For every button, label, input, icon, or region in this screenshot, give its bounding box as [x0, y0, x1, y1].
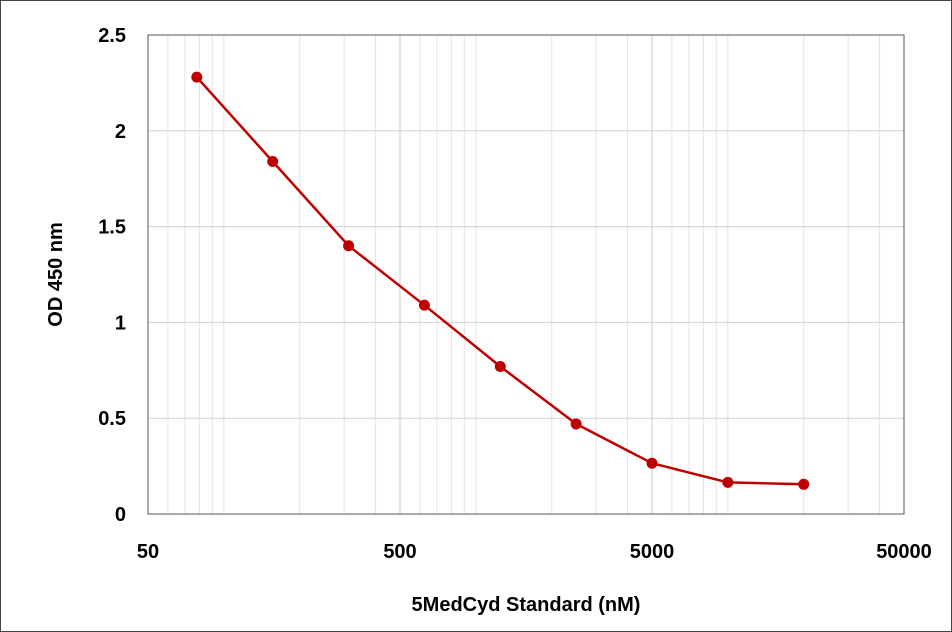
x-tick-label: 50000	[876, 541, 932, 563]
series-group	[191, 71, 810, 490]
major-gridlines	[148, 35, 904, 514]
minor-gridlines	[167, 35, 881, 514]
y-tick-label: 1	[115, 312, 126, 334]
y-axis-title: OD 450 nm	[45, 222, 67, 326]
series-line	[195, 76, 804, 486]
y-axis-ticks: 0 0.5 1 1.5 2 2.5	[98, 25, 126, 526]
y-tick-label: 2.5	[98, 25, 126, 47]
data-point	[722, 476, 734, 488]
y-tick-label: 2	[115, 121, 126, 143]
y-tick-label: 1.5	[98, 217, 126, 239]
data-point	[343, 240, 355, 252]
data-point	[798, 478, 810, 490]
x-axis-ticks: 50 500 5000 50000	[137, 541, 932, 563]
x-axis-title: 5MedCyd Standard (nM)	[412, 594, 641, 616]
y-tick-label: 0.5	[98, 408, 126, 430]
x-tick-label: 500	[383, 541, 416, 563]
data-point	[191, 71, 203, 83]
data-point	[267, 155, 279, 167]
data-point	[570, 418, 582, 430]
data-point	[418, 299, 430, 311]
data-point	[646, 457, 658, 469]
y-tick-label: 0	[115, 504, 126, 526]
x-tick-label: 50	[137, 541, 159, 563]
plot-area-border	[147, 34, 905, 515]
x-tick-label: 5000	[630, 541, 675, 563]
data-point	[494, 360, 506, 372]
